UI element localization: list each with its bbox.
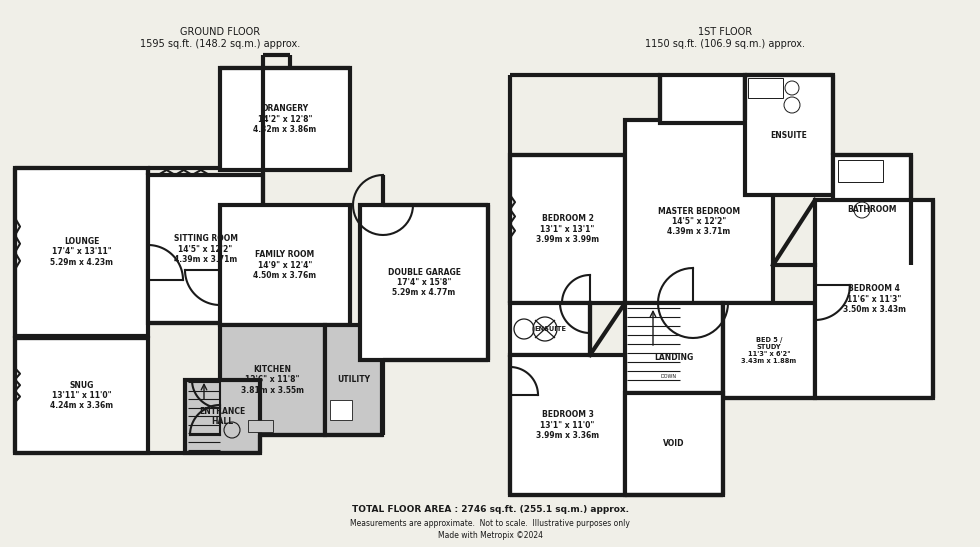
Bar [15,168,148,336]
Bar [510,355,625,495]
Bar [723,303,815,398]
Text: DOUBLE GARAGE
17'4" x 15'8"
5.29m x 4.77m: DOUBLE GARAGE 17'4" x 15'8" 5.29m x 4.77… [387,267,461,298]
Text: Made with Metropix ©2024: Made with Metropix ©2024 [437,531,543,539]
Text: BEDROOM 4
11'6" x 11'3"
3.50m x 3.43m: BEDROOM 4 11'6" x 11'3" 3.50m x 3.43m [843,284,906,314]
Bar [833,155,911,265]
Bar [510,303,590,355]
Bar [330,400,352,420]
Bar [625,120,773,303]
Bar [748,78,783,98]
Bar [625,393,723,495]
Text: UTILITY: UTILITY [337,375,370,385]
Text: TOTAL FLOOR AREA : 2746 sq.ft. (255.1 sq.m.) approx.: TOTAL FLOOR AREA : 2746 sq.ft. (255.1 sq… [352,505,628,515]
Text: GROUND FLOOR
1595 sq.ft. (148.2 sq.m.) approx.: GROUND FLOOR 1595 sq.ft. (148.2 sq.m.) a… [140,27,300,49]
Text: MASTER BEDROOM
14'5" x 12'2"
4.39m x 3.71m: MASTER BEDROOM 14'5" x 12'2" 4.39m x 3.7… [658,207,740,236]
Text: 1ST FLOOR
1150 sq.ft. (106.9 sq.m.) approx.: 1ST FLOOR 1150 sq.ft. (106.9 sq.m.) appr… [645,27,805,49]
Bar [660,75,745,123]
Bar [220,325,325,435]
Bar [360,205,488,360]
Bar [745,75,833,195]
Bar [185,380,260,453]
Bar [220,68,350,170]
Text: Measurements are approximate.  Not to scale.  Illustrative purposes only: Measurements are approximate. Not to sca… [350,520,630,528]
Text: LOUNGE
17'4" x 13'11"
5.29m x 4.23m: LOUNGE 17'4" x 13'11" 5.29m x 4.23m [50,237,113,267]
Text: LANDING: LANDING [655,353,694,363]
Bar [15,338,148,453]
Bar [838,160,883,182]
Text: BATHROOM: BATHROOM [848,206,897,214]
Text: FAMILY ROOM
14'9" x 12'4"
4.50m x 3.76m: FAMILY ROOM 14'9" x 12'4" 4.50m x 3.76m [254,250,317,280]
Text: ENSUITE: ENSUITE [770,131,808,139]
Bar [248,420,273,432]
Text: SNUG
13'11" x 11'0"
4.24m x 3.36m: SNUG 13'11" x 11'0" 4.24m x 3.36m [50,381,113,410]
Bar [625,303,723,393]
Text: DOWN: DOWN [660,374,676,379]
Text: KITCHEN
12'6" x 11'8"
3.81m x 3.55m: KITCHEN 12'6" x 11'8" 3.81m x 3.55m [241,365,304,395]
Text: ENTRANCE
HALL: ENTRANCE HALL [199,407,246,426]
Text: BEDROOM 3
13'1" x 11'0"
3.99m x 3.36m: BEDROOM 3 13'1" x 11'0" 3.99m x 3.36m [536,410,599,440]
Text: SITTING ROOM
14'5" x 12'2"
4.39m x 3.71m: SITTING ROOM 14'5" x 12'2" 4.39m x 3.71m [173,234,237,264]
Text: ENSUITE: ENSUITE [534,326,566,332]
Text: BED 5 /
STUDY
11'3" x 6'2"
3.43m x 1.88m: BED 5 / STUDY 11'3" x 6'2" 3.43m x 1.88m [742,337,797,364]
Text: ORANGERY
14'2" x 12'8"
4.32m x 3.86m: ORANGERY 14'2" x 12'8" 4.32m x 3.86m [254,104,317,134]
Text: VOID: VOID [663,439,685,449]
Bar [148,175,263,323]
Bar [220,205,350,325]
Bar [510,155,625,303]
Text: BEDROOM 2
13'1" x 13'1"
3.99m x 3.99m: BEDROOM 2 13'1" x 13'1" 3.99m x 3.99m [536,214,599,244]
Bar [815,200,933,398]
Bar [325,325,382,435]
